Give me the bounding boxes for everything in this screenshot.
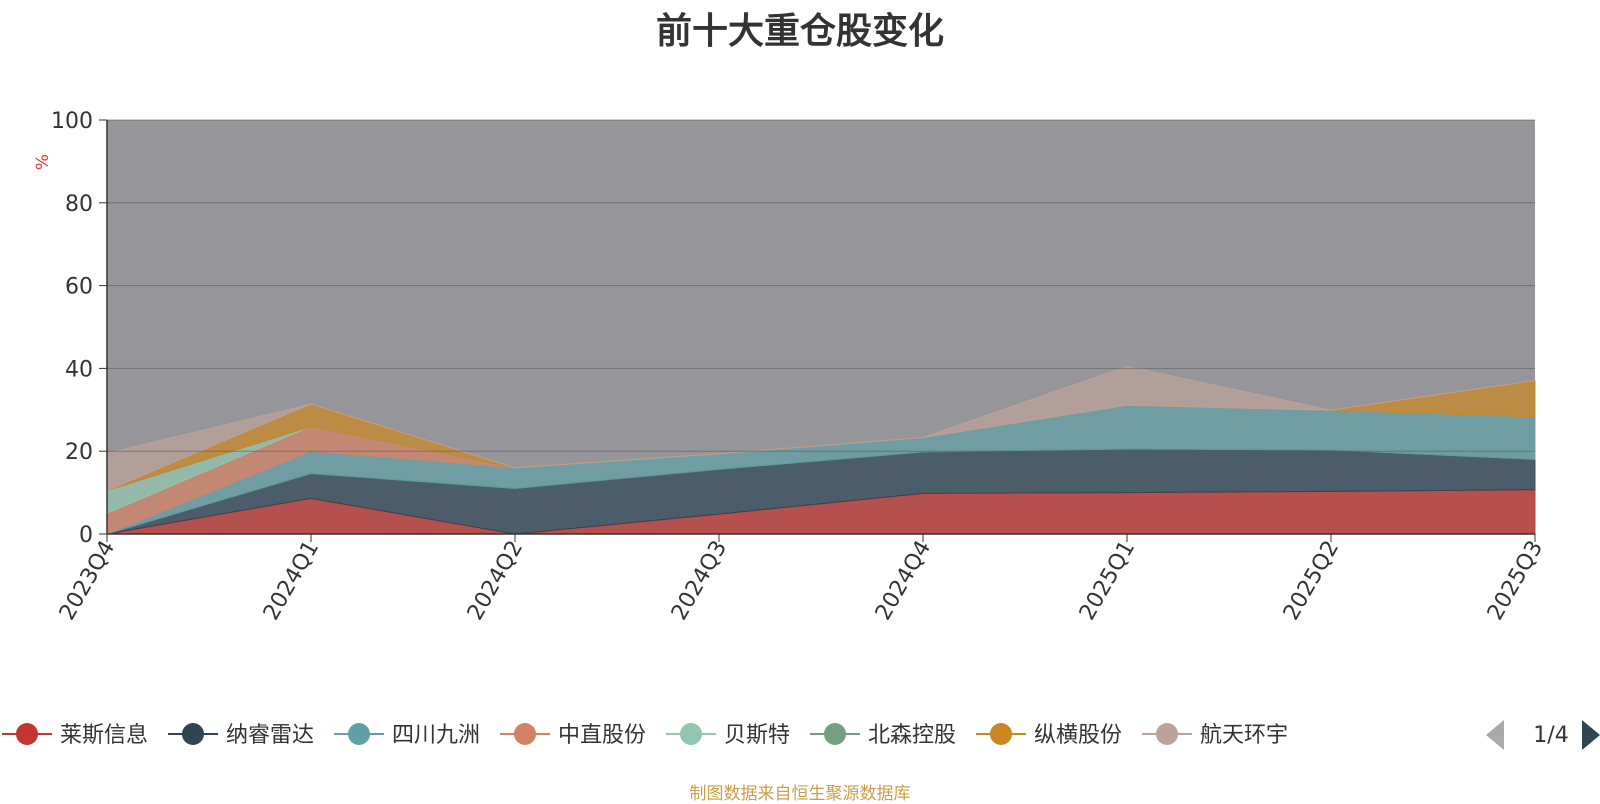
x-tick-label: 2024Q3 bbox=[667, 537, 732, 625]
legend-label: 纵横股份 bbox=[1034, 723, 1122, 748]
x-tick-label: 2025Q2 bbox=[1279, 537, 1344, 625]
y-tick-label: 0 bbox=[79, 523, 93, 548]
source-note: 制图数据来自恒生聚源数据库 bbox=[689, 784, 911, 804]
legend: 莱斯信息 纳睿雷达 四川九洲 中直股份 贝斯特 北森控股 纵横股份 航天环宇 bbox=[2, 723, 1288, 748]
legend-marker bbox=[990, 723, 1012, 745]
y-tick-label: 60 bbox=[65, 275, 93, 300]
x-tick-label: 2025Q3 bbox=[1483, 537, 1548, 625]
legend-label: 中直股份 bbox=[558, 723, 646, 748]
triangle-left-icon[interactable] bbox=[1486, 720, 1504, 750]
legend-label: 纳睿雷达 bbox=[226, 723, 314, 748]
y-tick-label: 40 bbox=[65, 357, 93, 382]
legend-item-2[interactable]: 纳睿雷达 bbox=[168, 723, 314, 748]
legend-item-8[interactable]: 航天环宇 bbox=[1142, 723, 1288, 748]
x-tick-label: 2024Q2 bbox=[463, 537, 528, 625]
legend-marker bbox=[348, 723, 370, 745]
legend-marker bbox=[182, 723, 204, 745]
legend-label: 莱斯信息 bbox=[60, 723, 148, 748]
legend-item-7[interactable]: 纵横股份 bbox=[976, 723, 1122, 748]
y-axis-label: % bbox=[33, 154, 53, 170]
legend-item-1[interactable]: 莱斯信息 bbox=[2, 723, 148, 748]
legend-item-5[interactable]: 贝斯特 bbox=[666, 723, 790, 748]
legend-label: 北森控股 bbox=[868, 723, 956, 748]
y-tick-label: 80 bbox=[65, 192, 93, 217]
x-tick-label: 2023Q4 bbox=[55, 537, 120, 625]
legend-marker bbox=[1156, 723, 1178, 745]
legend-item-4[interactable]: 中直股份 bbox=[500, 723, 646, 748]
y-tick-label: 20 bbox=[65, 440, 93, 465]
legend-label: 航天环宇 bbox=[1200, 723, 1288, 748]
legend-item-3[interactable]: 四川九洲 bbox=[334, 723, 480, 748]
chart-title: 前十大重仓股变化 bbox=[655, 11, 944, 52]
y-tick-label: 100 bbox=[51, 109, 93, 134]
area-series-8 bbox=[106, 365, 1536, 492]
legend-item-6[interactable]: 北森控股 bbox=[810, 723, 956, 748]
x-tick-label: 2024Q4 bbox=[871, 537, 936, 625]
triangle-right-icon[interactable] bbox=[1582, 720, 1600, 750]
legend-label: 贝斯特 bbox=[724, 723, 790, 748]
x-tick-label: 2024Q1 bbox=[259, 537, 324, 625]
legend-marker bbox=[514, 723, 536, 745]
legend-marker bbox=[680, 723, 702, 745]
legend-label: 四川九洲 bbox=[392, 723, 480, 748]
x-tick-label: 2025Q1 bbox=[1075, 537, 1140, 625]
legend-marker bbox=[16, 723, 38, 745]
legend-marker bbox=[824, 723, 846, 745]
pager-label: 1/4 bbox=[1533, 723, 1568, 748]
